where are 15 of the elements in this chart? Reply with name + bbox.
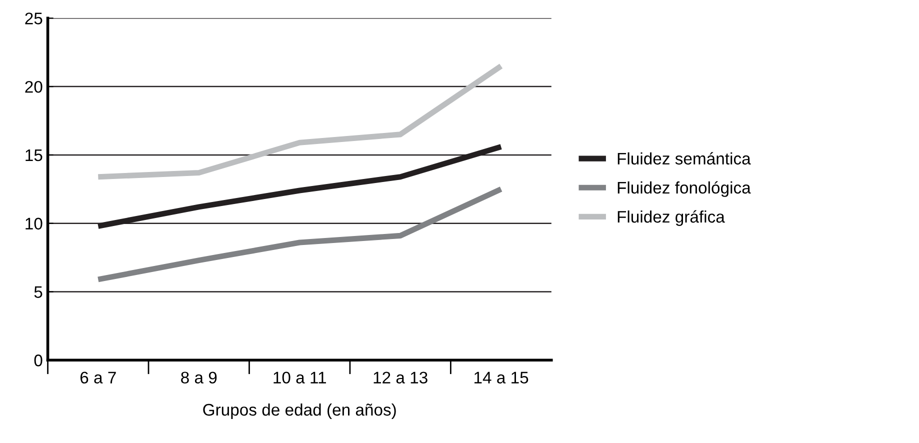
- x-tick-label: 6 a 7: [80, 372, 116, 384]
- x-tick-label: 12 a 13: [374, 372, 428, 384]
- x-tick-label: 8 a 9: [181, 372, 217, 384]
- x-axis-title: Grupos de edad (en años): [203, 403, 396, 420]
- y-tick-label: 10: [26, 218, 42, 230]
- y-tick-label: 0: [34, 354, 42, 366]
- legend-label: Fluidez semántica: [618, 152, 751, 165]
- y-tick-label: 25: [25, 12, 42, 24]
- x-tick-label: 14 a 15: [474, 372, 528, 384]
- legend-label: Fluidez fonológica: [618, 181, 751, 197]
- y-tick-label: 5: [34, 286, 42, 298]
- x-tick-label: 10 a 11: [274, 372, 326, 384]
- y-tick-label: 20: [25, 80, 42, 93]
- y-tick-label: 15: [26, 150, 42, 162]
- legend-label: Fluidez gráfica: [618, 210, 725, 226]
